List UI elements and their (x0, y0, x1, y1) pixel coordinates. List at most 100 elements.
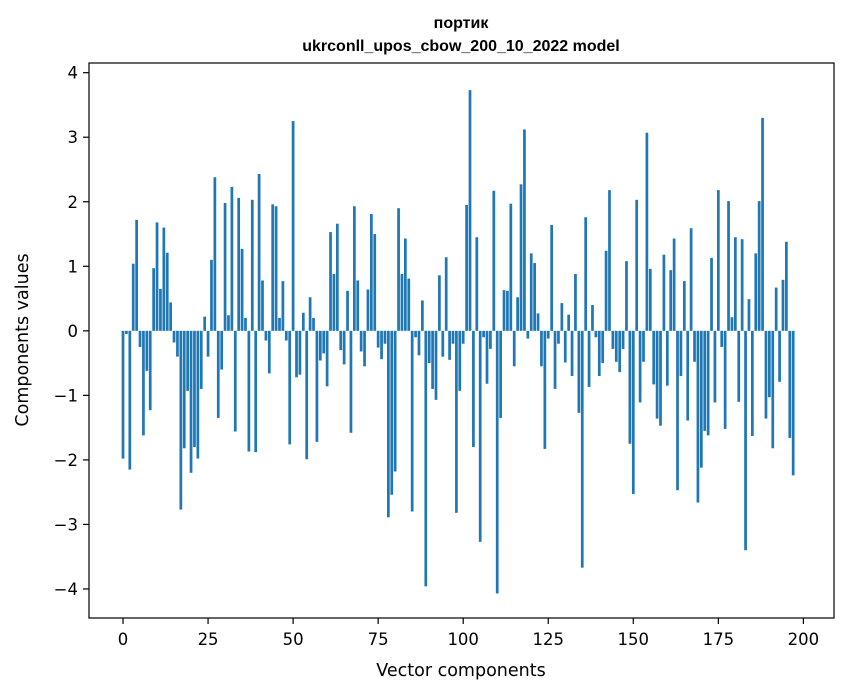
bar-26 (210, 259, 213, 331)
bar-159 (662, 254, 666, 331)
bar-101 (465, 204, 468, 331)
bar-165 (682, 281, 686, 331)
bar-114 (509, 203, 513, 331)
y-tick-label: −1 (54, 386, 78, 405)
y-tick-label: 0 (68, 322, 79, 341)
bar-127 (553, 330, 557, 389)
bar-77 (383, 330, 387, 344)
bar-142 (604, 250, 608, 331)
y-tick-label: −2 (54, 451, 78, 470)
bar-0 (121, 330, 125, 459)
bar-63 (335, 223, 339, 331)
y-tick-label: −3 (54, 515, 78, 534)
bar-105 (478, 330, 482, 542)
bar-100 (461, 330, 465, 344)
bar-55 (308, 297, 312, 331)
bar-82 (400, 274, 404, 331)
bar-65 (342, 330, 346, 365)
bar-197 (791, 330, 795, 476)
x-tick-label: 50 (283, 630, 304, 649)
bar-120 (529, 253, 533, 331)
y-tick-label: 2 (68, 193, 79, 212)
bar-64 (339, 330, 343, 351)
bars-group (121, 90, 795, 594)
bar-157 (655, 330, 659, 419)
chart-title-line2: ukrconll_upos_cbow_200_10_2022 model (302, 38, 619, 55)
bar-56 (312, 317, 315, 331)
bar-23 (199, 330, 203, 389)
bar-150 (631, 330, 635, 495)
bar-134 (577, 330, 581, 413)
bar-60 (325, 330, 329, 387)
bar-90 (427, 330, 431, 364)
bar-144 (611, 330, 615, 349)
bar-130 (563, 330, 567, 363)
bar-73 (369, 214, 373, 331)
bar-154 (645, 132, 649, 331)
bar-84 (407, 278, 411, 331)
bar-116 (516, 297, 519, 331)
bar-4 (135, 219, 138, 331)
bar-107 (485, 330, 489, 384)
bar-186 (754, 253, 758, 331)
bar-170 (699, 330, 703, 468)
bar-156 (652, 330, 656, 385)
bar-74 (373, 234, 377, 331)
bar-176 (720, 330, 724, 347)
bar-98 (455, 330, 458, 513)
bar-47 (281, 281, 285, 331)
bar-17 (179, 330, 183, 510)
y-tick-label: 4 (68, 64, 79, 83)
bar-187 (757, 201, 761, 331)
bar-33 (233, 330, 237, 432)
bar-51 (295, 330, 298, 378)
bar-140 (597, 330, 601, 376)
bar-32 (230, 186, 234, 331)
bar-191 (771, 330, 775, 449)
bar-69 (356, 280, 360, 331)
bar-145 (614, 330, 618, 362)
bar-71 (363, 330, 366, 367)
bar-189 (764, 330, 768, 419)
bar-39 (254, 330, 258, 453)
bar-123 (540, 330, 543, 367)
bar-28 (216, 330, 220, 418)
bar-87 (417, 330, 421, 356)
bar-93 (438, 275, 441, 331)
bar-143 (608, 190, 611, 331)
bar-88 (421, 300, 424, 331)
bar-45 (274, 206, 278, 331)
bar-79 (390, 330, 394, 495)
bar-46 (278, 317, 281, 331)
bar-34 (237, 197, 241, 331)
y-axis-ticks: −4 −3 −2 −1 0 1 2 3 4 (54, 64, 89, 599)
bar-117 (519, 184, 523, 331)
bar-183 (744, 330, 747, 551)
x-axis-ticks: 0 25 50 75 100 125 150 175 200 (118, 618, 819, 649)
bar-190 (768, 330, 771, 398)
bar-96 (448, 330, 451, 360)
y-axis-label: Components values (13, 253, 33, 426)
bar-81 (397, 208, 400, 331)
bar-133 (574, 274, 577, 331)
bar-66 (346, 290, 349, 331)
bar-162 (672, 238, 676, 331)
bar-131 (567, 314, 571, 331)
bar-109 (492, 190, 496, 331)
bar-166 (686, 330, 690, 421)
bar-132 (570, 330, 574, 376)
bar-168 (693, 330, 696, 362)
bar-193 (778, 330, 781, 382)
bar-188 (761, 117, 764, 331)
bar-148 (625, 261, 628, 331)
bar-124 (543, 330, 547, 449)
bar-103 (472, 330, 475, 447)
chart-title-line1: портик (434, 15, 490, 32)
bar-161 (669, 270, 673, 331)
bar-1 (125, 330, 128, 335)
bar-138 (591, 305, 594, 331)
bar-58 (318, 330, 322, 361)
bar-86 (414, 330, 417, 338)
bar-44 (271, 204, 275, 331)
